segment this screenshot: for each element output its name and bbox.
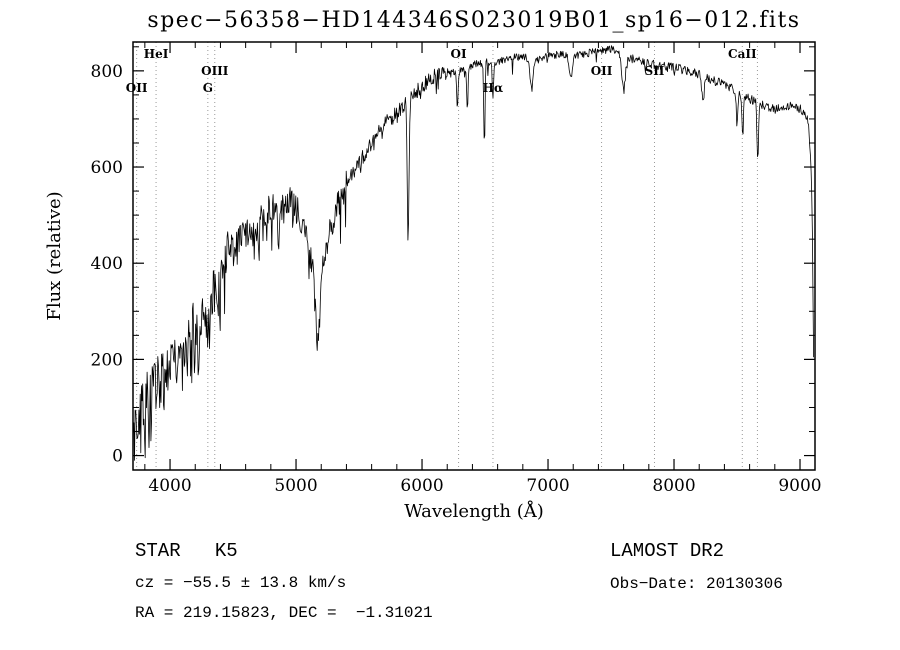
plot-title: spec−56358−HD144346S023019B01_sp16−012.f… (147, 8, 801, 33)
x-axis-label: Wavelength (Å) (404, 500, 544, 522)
line-marker-label: OII (591, 64, 613, 78)
line-marker-label: SII (645, 64, 665, 78)
obs-date-label: Obs−Date: 20130306 (610, 575, 783, 593)
survey-label: LAMOST DR2 (610, 540, 725, 562)
line-marker-label: OIII (201, 64, 229, 78)
y-tick-label: 800 (91, 62, 123, 82)
line-marker-label: CaII (728, 47, 757, 61)
x-tick-label: 9000 (778, 476, 821, 496)
line-marker-label: HeI (144, 47, 169, 61)
x-tick-label: 6000 (400, 476, 443, 496)
y-tick-label: 600 (91, 158, 123, 178)
y-tick-label: 200 (91, 350, 123, 370)
x-tick-label: 7000 (526, 476, 569, 496)
plot-box (132, 41, 816, 471)
cz-label: cz = −55.5 ± 13.8 km/s (135, 574, 347, 592)
y-tick-label: 400 (91, 254, 123, 274)
x-tick-label: 5000 (274, 476, 317, 496)
line-marker-label: OII (126, 81, 148, 95)
spectrum-line (132, 45, 814, 461)
line-marker-label: G (203, 81, 213, 95)
object-class-label: STAR K5 (135, 540, 238, 562)
line-marker-label: Hα (483, 81, 504, 95)
x-tick-label: 4000 (148, 476, 191, 496)
plot-content: 4000 5000 6000 7000 8000 90000200400600800OII… (91, 41, 822, 496)
line-marker-label: OI (451, 47, 467, 61)
y-axis-label: Flux (relative) (44, 191, 65, 320)
x-tick-label: 8000 (652, 476, 695, 496)
ra-dec-label: RA = 219.15823, DEC = −1.31021 (135, 604, 433, 622)
y-tick-label: 0 (112, 447, 123, 467)
